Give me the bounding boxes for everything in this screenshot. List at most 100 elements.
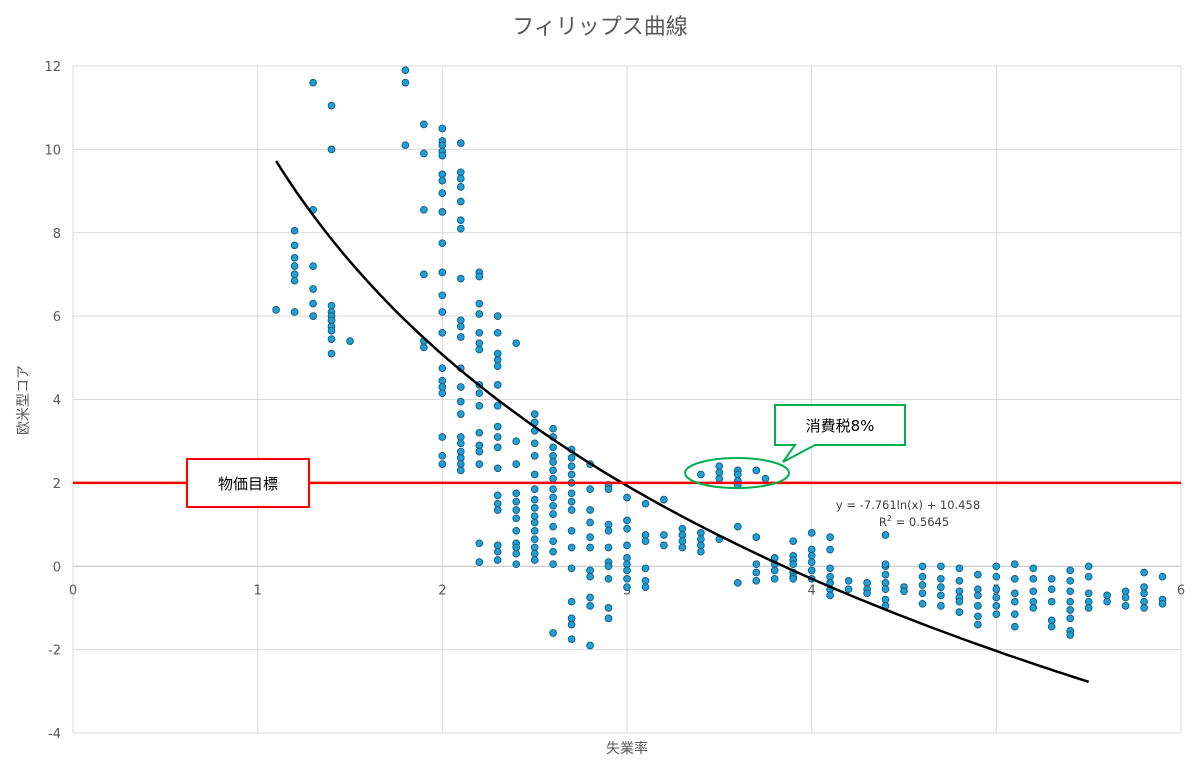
data-point <box>586 533 594 541</box>
scatter-points <box>272 66 1167 650</box>
data-point <box>1084 572 1093 581</box>
data-point <box>493 443 502 452</box>
data-point <box>1029 574 1038 583</box>
data-point <box>992 562 1001 571</box>
data-point <box>826 533 834 541</box>
data-point <box>733 522 742 531</box>
data-point <box>992 572 1001 581</box>
tax-callout: 消費税8% <box>684 404 906 489</box>
data-point <box>493 541 502 550</box>
data-point <box>1066 606 1075 614</box>
data-point <box>456 439 465 448</box>
data-point <box>309 285 317 293</box>
data-point <box>604 562 613 571</box>
data-point <box>512 549 521 558</box>
data-point <box>530 518 539 527</box>
data-point <box>327 101 336 110</box>
data-point <box>438 151 447 160</box>
data-point <box>567 506 576 514</box>
data-point <box>420 120 428 129</box>
data-point <box>456 139 465 147</box>
trend-r2: R2 = 0.5645 <box>879 514 949 529</box>
data-point <box>309 262 317 270</box>
data-point <box>826 545 834 554</box>
data-point <box>955 564 964 573</box>
data-point <box>1010 574 1019 583</box>
data-point <box>530 526 539 535</box>
data-point <box>863 579 871 587</box>
data-point <box>1140 568 1148 577</box>
data-point <box>512 526 521 535</box>
data-point <box>512 437 521 446</box>
data-point <box>290 308 299 316</box>
x-tick-label: 4 <box>808 583 816 598</box>
data-point <box>438 376 447 385</box>
data-point <box>752 466 761 475</box>
data-point <box>438 176 447 185</box>
data-point <box>604 574 613 583</box>
data-point <box>530 535 539 544</box>
data-point <box>346 337 354 345</box>
data-point <box>567 462 576 471</box>
data-point <box>475 328 484 337</box>
data-point <box>549 443 557 452</box>
data-point <box>586 593 594 602</box>
data-point <box>475 339 484 348</box>
data-point <box>992 593 1001 602</box>
data-point <box>697 547 705 556</box>
data-point <box>881 579 890 587</box>
data-point <box>586 543 594 552</box>
data-point <box>567 489 576 498</box>
data-point <box>1066 597 1075 606</box>
data-point <box>438 124 447 133</box>
data-point <box>438 433 447 441</box>
y-tick-label: -2 <box>48 644 61 659</box>
data-point <box>586 518 594 527</box>
data-point <box>438 451 447 460</box>
data-point <box>604 485 613 493</box>
data-point <box>955 576 964 585</box>
data-point <box>420 205 428 214</box>
data-point <box>309 78 317 87</box>
data-point <box>512 514 521 523</box>
data-point <box>549 458 557 466</box>
y-axis-label: 欧米型コア <box>16 365 32 435</box>
data-point <box>456 466 465 475</box>
data-point <box>1029 564 1038 573</box>
data-point <box>974 602 982 610</box>
data-point <box>1084 604 1093 612</box>
data-point <box>881 531 890 539</box>
data-point <box>1047 585 1056 594</box>
data-point <box>1066 631 1075 639</box>
data-point <box>438 389 447 398</box>
data-point <box>752 560 761 569</box>
data-point <box>456 383 465 391</box>
data-point <box>567 635 576 644</box>
data-point <box>475 447 484 456</box>
data-point <box>752 533 761 541</box>
data-point <box>844 585 853 594</box>
data-point <box>678 524 687 533</box>
data-point <box>530 410 539 418</box>
data-point <box>327 145 336 154</box>
data-point <box>456 174 465 183</box>
data-point <box>493 401 502 410</box>
data-point <box>327 335 336 343</box>
data-point <box>567 470 576 479</box>
data-point <box>918 599 927 608</box>
data-point <box>530 556 539 564</box>
data-point <box>1066 587 1075 596</box>
data-point <box>1140 604 1148 612</box>
data-point <box>770 574 779 583</box>
data-point <box>623 541 631 550</box>
y-tick-label: 12 <box>44 60 61 75</box>
data-point <box>881 595 890 604</box>
data-point <box>992 602 1001 610</box>
data-point <box>641 564 650 573</box>
data-point <box>493 499 502 508</box>
data-point <box>789 574 798 583</box>
data-point <box>456 216 465 225</box>
data-point <box>641 576 650 585</box>
gridlines <box>72 65 1182 734</box>
